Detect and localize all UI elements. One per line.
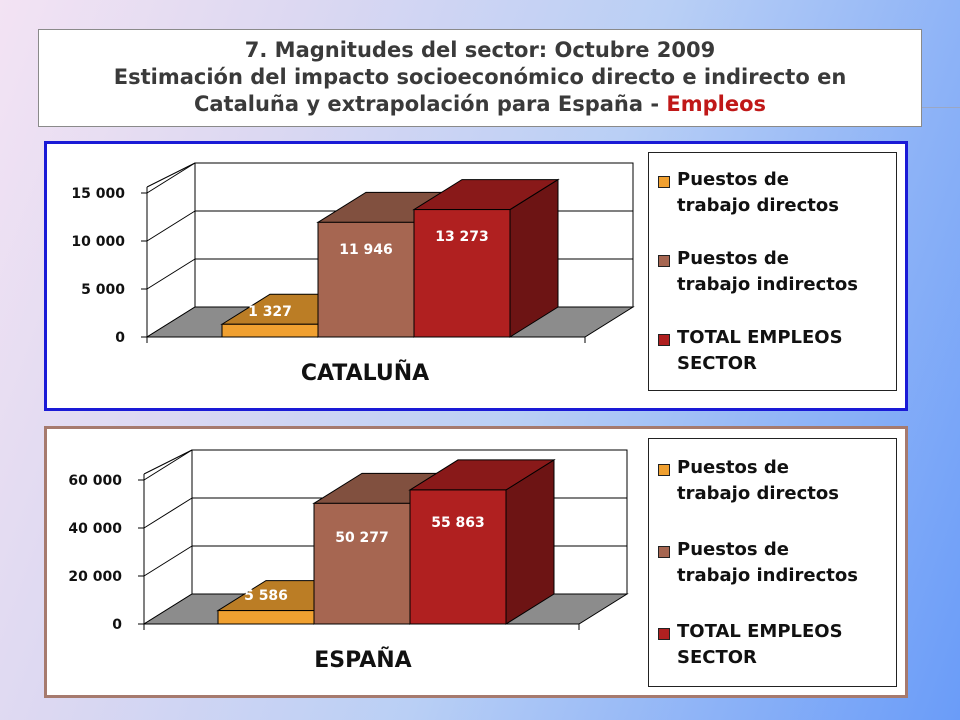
bar <box>409 489 507 625</box>
gridline-side <box>143 545 193 577</box>
legend-label-total: TOTAL EMPLEOS SECTOR <box>677 619 889 671</box>
gridline-side <box>146 210 196 242</box>
legend-label-line: SECTOR <box>677 353 757 374</box>
legend-label-line: TOTAL EMPLEOS <box>677 621 843 642</box>
bar <box>313 502 411 625</box>
chart-espana: 0 20 000 40 000 60 000 5 586 50 277 55 863 ESPA… <box>68 449 629 673</box>
chart-panel-espana: 0 20 000 40 000 60 000 5 586 50 277 55 863 ESPA… <box>44 426 908 698</box>
title-rule <box>922 107 960 108</box>
slide-title: 7. Magnitudes del sector: Octubre 2009 E… <box>38 29 922 127</box>
title-line-3-text: Cataluña y extrapolación para España - <box>193 92 667 116</box>
data-label: 50 277 <box>335 530 389 546</box>
x-category-label: CATALUÑA <box>301 360 429 386</box>
legend-swatch-total <box>658 628 670 640</box>
legend-cataluna: Puestos de trabajo directos Puestos de tra… <box>648 152 897 391</box>
y-tick-label: 20 000 <box>68 569 122 585</box>
legend-swatch-indirectos <box>658 546 670 558</box>
legend-label-directos: Puestos de trabajo directos <box>677 455 889 507</box>
x-category-label: ESPAÑA <box>314 647 411 673</box>
title-line-2: Estimación del impacto socioeconómico di… <box>113 65 847 89</box>
y-tick-label: 10 000 <box>71 234 125 250</box>
legend-label-line: trabajo directos <box>677 195 839 216</box>
y-tick-label: 40 000 <box>68 521 122 537</box>
legend-label-line: trabajo indirectos <box>677 274 858 295</box>
legend-label-line: TOTAL EMPLEOS <box>677 327 843 348</box>
gridline-side <box>146 258 196 290</box>
side-wall-top-edge <box>143 449 193 475</box>
legend-swatch-directos <box>658 464 670 476</box>
legend-label-line: Puestos de <box>677 457 789 478</box>
bar <box>221 323 319 338</box>
legend-label-directos: Puestos de trabajo directos <box>677 167 889 219</box>
legend-label-indirectos: Puestos de trabajo indirectos <box>677 537 889 589</box>
data-label: 13 273 <box>435 229 489 245</box>
legend-label-line: trabajo directos <box>677 483 839 504</box>
legend-swatch-indirectos <box>658 255 670 267</box>
data-label: 11 946 <box>339 242 393 258</box>
legend-label-total: TOTAL EMPLEOS SECTOR <box>677 325 889 377</box>
y-tick-label: 60 000 <box>68 473 122 489</box>
title-accent-word: Empleos <box>666 92 767 116</box>
data-label: 55 863 <box>431 515 485 531</box>
legend-label-indirectos: Puestos de trabajo indirectos <box>677 246 889 298</box>
gridline-side <box>146 162 196 194</box>
title-line-3: Cataluña y extrapolación para España - E… <box>39 91 921 118</box>
legend-espana: Puestos de trabajo directos Puestos de tra… <box>648 438 897 687</box>
legend-label-line: trabajo indirectos <box>677 565 858 586</box>
y-tick-label: 0 <box>112 617 122 633</box>
legend-label-line: Puestos de <box>677 248 789 269</box>
y-tick-label: 0 <box>115 330 125 346</box>
legend-label-line: Puestos de <box>677 539 789 560</box>
bar <box>217 610 315 625</box>
legend-swatch-directos <box>658 176 670 188</box>
legend-swatch-total <box>658 334 670 346</box>
bar <box>413 209 511 338</box>
side-wall-top-edge <box>146 162 196 188</box>
bar <box>317 221 415 338</box>
data-label: 5 586 <box>244 588 288 604</box>
gridline-side <box>143 449 193 481</box>
y-tick-label: 5 000 <box>81 282 125 298</box>
legend-label-line: SECTOR <box>677 647 757 668</box>
chart-cataluna: 0 5 000 10 000 15 000 1 327 11 946 13 273 CATAL… <box>71 162 635 386</box>
y-tick-label: 15 000 <box>71 186 125 202</box>
title-line-1: 7. Magnitudes del sector: Octubre 2009 <box>244 38 716 62</box>
gridline-side <box>143 497 193 529</box>
legend-label-line: Puestos de <box>677 169 789 190</box>
chart-panel-cataluna: 0 5 000 10 000 15 000 1 327 11 946 13 273 CATAL… <box>44 141 908 411</box>
data-label: 1 327 <box>248 304 292 320</box>
